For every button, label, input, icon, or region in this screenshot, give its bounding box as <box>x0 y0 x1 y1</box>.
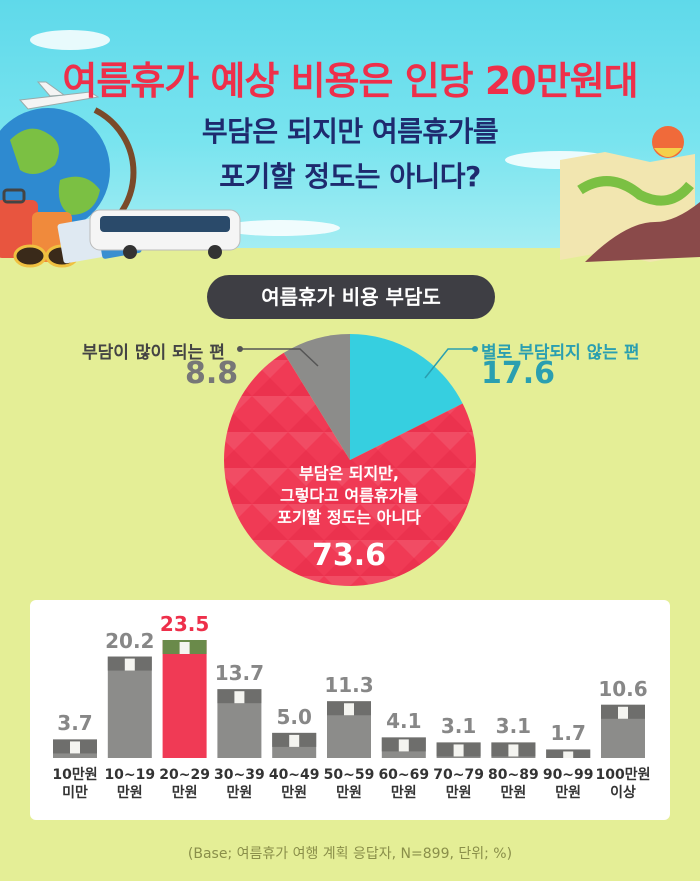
bar-category-line: 10만원 <box>52 767 98 783</box>
bar-category-line: 70~79 <box>433 767 484 783</box>
bar-value-label: 3.1 <box>440 714 477 739</box>
pie-label-heavy: 부담이 많이 되는 편 <box>82 343 225 363</box>
bar-band-tag <box>508 744 519 757</box>
bar-band-tag <box>344 703 354 716</box>
bar-category-line: 만원 <box>226 785 253 801</box>
bar-category-line: 만원 <box>390 785 417 801</box>
bar-category-label: 40~49 만원 <box>262 766 326 802</box>
bar-band-tag <box>289 734 300 747</box>
bar-value-label: 3.7 <box>57 711 93 736</box>
subtitle-line2: 포기할 정도는 아니다? <box>219 160 481 193</box>
pie-slice-moderate <box>224 352 477 587</box>
page-title: 여름휴가 예상 비용은 인당 20만원대 <box>0 50 700 105</box>
bar-category-line: 20~29 <box>159 767 210 783</box>
bar-category-line: 80~89 <box>488 767 539 783</box>
bar-category-label: 10~19 만원 <box>98 766 162 802</box>
bar-category-line: 만원 <box>336 785 362 801</box>
bus-icon <box>89 209 241 259</box>
bar-category-line: 50~59 <box>323 767 375 783</box>
bar-category-line: 30~39 <box>214 767 265 783</box>
bar-category-line: 만원 <box>445 785 472 801</box>
bar <box>162 640 207 758</box>
pie-value-moderate: 73.6 <box>311 538 387 573</box>
bar-value-label: 23.5 <box>159 612 210 636</box>
pie-value-light: 17.6 <box>481 356 556 391</box>
bar-category-line: 만원 <box>555 785 582 801</box>
pie-chart-title: 여름휴가 비용 부담도 <box>207 275 495 319</box>
bar-category-line: 만원 <box>281 785 308 801</box>
bar-category-line: 만원 <box>116 785 143 801</box>
pie-slice-light <box>350 334 463 460</box>
bar-category-label: 50~59 만원 <box>317 766 381 802</box>
bar-band-tag <box>453 744 464 757</box>
bar-category-line: 100만원 <box>595 767 651 783</box>
leader-dot-high <box>472 346 478 352</box>
pie-label-moderate-line2: 그렇다고 여름휴가를 <box>279 486 419 505</box>
map-icon <box>560 152 700 262</box>
bar-value-label: 20.2 <box>105 628 155 653</box>
bar-value-label: 13.7 <box>214 661 265 686</box>
bar-value-label: 5.0 <box>276 704 312 729</box>
pie-label-light: 별로 부담되지 않는 편 <box>481 343 640 363</box>
leader-line-low <box>240 348 319 367</box>
bar-category-label: 80~89 만원 <box>481 766 545 802</box>
bar-value-label: 4.1 <box>386 709 422 734</box>
bar-value-label: 1.7 <box>550 721 586 746</box>
bar-category-line: 10~19 <box>104 767 156 783</box>
bar-band-tag <box>179 642 190 654</box>
bar-band-tag <box>70 741 80 754</box>
title-highlight: 인당 20만원대 <box>404 59 639 103</box>
leader-line-high <box>424 348 475 379</box>
bar-value-label: 11.3 <box>324 673 374 698</box>
footnote: (Base; 여름휴가 여행 계획 응답자, N=899, 단위; %) <box>187 846 513 862</box>
subtitle-line1: 부담은 되지만 여름휴가를 <box>201 115 499 148</box>
title-part1: 여름휴가 예상 비용은 <box>62 59 405 103</box>
bar-band-tag <box>398 739 409 752</box>
bar-category-label: 70~79 만원 <box>427 766 491 802</box>
pie-label-moderate-line3: 포기할 정도는 아니다 <box>277 508 421 527</box>
bar-category-line: 40~49 <box>268 767 320 783</box>
airplane-icon <box>18 81 100 110</box>
pie-label-moderate: 부담은 되지만, 그렇다고 여름휴가를 포기할 정도는 아니다 <box>219 463 479 529</box>
bar-band-tag <box>563 751 574 758</box>
bar-category-label: 90~99 만원 <box>536 766 600 802</box>
bar-category-line: 미만 <box>62 785 88 801</box>
bar-band-tag <box>618 706 628 719</box>
pie-value-heavy: 8.8 <box>185 356 239 391</box>
bar-band-tag <box>234 691 245 704</box>
bar-category-label: 30~39 만원 <box>207 766 271 802</box>
leader-dot-low <box>237 346 243 352</box>
pie-slice-heavy <box>283 334 350 460</box>
pie-label-moderate-line1: 부담은 되지만, <box>299 464 399 483</box>
bar-category-line: 이상 <box>610 785 636 801</box>
bar-category-line: 만원 <box>171 785 198 801</box>
bar-value-label: 10.6 <box>598 676 648 701</box>
bar-value-label: 3.1 <box>495 714 532 739</box>
bar-category-line: 만원 <box>500 785 527 801</box>
bar-category-label: 60~69 만원 <box>372 766 436 802</box>
bar-category-line: 60~69 <box>378 767 430 783</box>
bar <box>107 656 152 758</box>
bar-category-label: 20~29 만원 <box>153 766 217 802</box>
bar-band-tag <box>124 658 135 671</box>
bar-category-line: 90~99 <box>542 767 594 783</box>
